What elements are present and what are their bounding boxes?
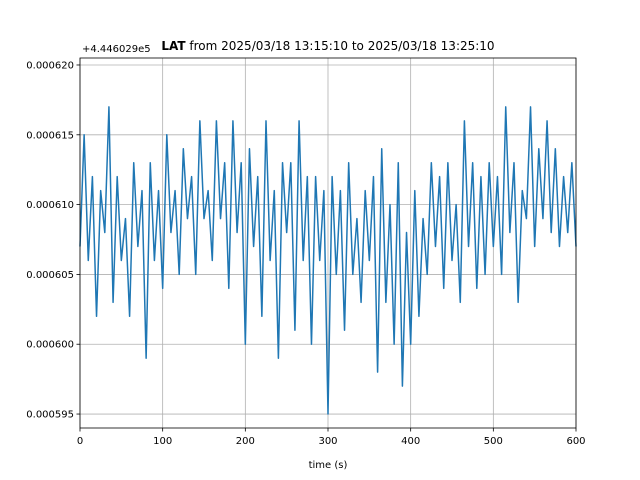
y-tick-label: 0.000605	[26, 270, 74, 281]
series-line-lat	[79, 106, 577, 415]
y-tick-label: 0.000600	[26, 340, 74, 351]
y-axis: 0.000595 0.000600 0.000605 0.000610 0.000615…	[26, 60, 80, 421]
y-tick-label: 0.000620	[26, 60, 74, 71]
x-axis: 0 100 200 300 400 500 600	[77, 428, 586, 447]
chart-title-rest: from 2025/03/18 13:15:10 to 2025/03/18 1…	[186, 39, 495, 53]
chart-title: LAT from 2025/03/18 13:15:10 to 2025/03/…	[161, 39, 494, 53]
x-tick-label: 600	[566, 436, 585, 447]
y-tick-label: 0.000610	[26, 200, 74, 211]
y-tick-label: 0.000595	[26, 410, 74, 421]
x-tick-label: 500	[484, 436, 503, 447]
chart-title-bold: LAT	[161, 39, 186, 53]
x-axis-label: time (s)	[309, 460, 348, 471]
y-tick-label: 0.000615	[26, 130, 74, 141]
x-tick-label: 200	[236, 436, 255, 447]
plot-area	[79, 106, 577, 415]
y-offset-label: +4.446029e5	[82, 44, 151, 55]
x-tick-label: 0	[77, 436, 83, 447]
x-tick-label: 100	[153, 436, 172, 447]
x-tick-label: 300	[318, 436, 337, 447]
x-tick-label: 400	[401, 436, 420, 447]
